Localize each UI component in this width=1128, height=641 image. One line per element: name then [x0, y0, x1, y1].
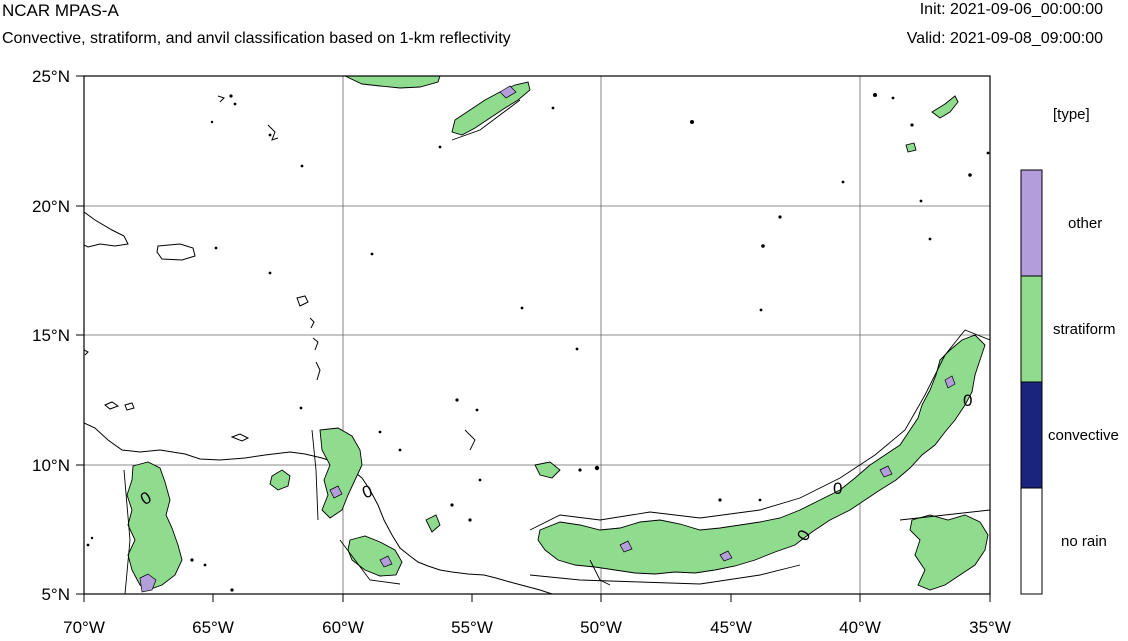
legend-title: [type]: [1053, 106, 1090, 123]
lon-label: 50°W: [580, 618, 622, 637]
lon-label: 65°W: [192, 618, 234, 637]
plot-title: NCAR MPAS-A: [2, 1, 119, 20]
lat-label: 20°N: [32, 197, 70, 216]
legend-label-no-rain: no rain: [1061, 533, 1107, 550]
graticule: [84, 76, 990, 594]
lon-label: 45°W: [710, 618, 752, 637]
lon-labels: 70°W 65°W 60°W 55°W 50°W 45°W 40°W 35°W: [63, 618, 1011, 637]
lat-label: 10°N: [32, 456, 70, 475]
init-time: Init: 2021-09-06_00:00:00: [919, 1, 1103, 18]
precip-outlines: [123, 99, 990, 594]
lon-label: 55°W: [451, 618, 493, 637]
legend-swatch-convective: [1020, 381, 1043, 489]
precip-other: [139, 85, 956, 593]
lon-label: 70°W: [63, 618, 105, 637]
contour-label: 0: [833, 479, 842, 498]
lon-label: 35°W: [969, 618, 1011, 637]
plot-subtitle: Convective, stratiform, and anvil classi…: [2, 30, 511, 47]
lon-label: 60°W: [322, 618, 364, 637]
legend-swatch-other: [1020, 169, 1043, 277]
legend-label-convective: convective: [1048, 427, 1119, 444]
lat-labels: 25°N 20°N 15°N 10°N 5°N: [32, 67, 70, 604]
lat-label: 5°N: [41, 585, 70, 604]
legend-label-other: other: [1068, 215, 1103, 232]
legend-colorbar: [1020, 169, 1043, 595]
lat-label: 15°N: [32, 326, 70, 345]
axis-ticks: [76, 75, 991, 602]
legend-swatch-stratiform: [1020, 275, 1043, 383]
legend-label-stratiform: stratiform: [1053, 321, 1116, 338]
contour-label: 0: [963, 391, 972, 410]
valid-time: Valid: 2021-09-08_09:00:00: [906, 30, 1103, 47]
lon-label: 40°W: [839, 618, 881, 637]
coastline: [84, 95, 553, 594]
legend-swatch-no-rain: [1020, 487, 1043, 595]
lat-label: 25°N: [32, 67, 70, 86]
